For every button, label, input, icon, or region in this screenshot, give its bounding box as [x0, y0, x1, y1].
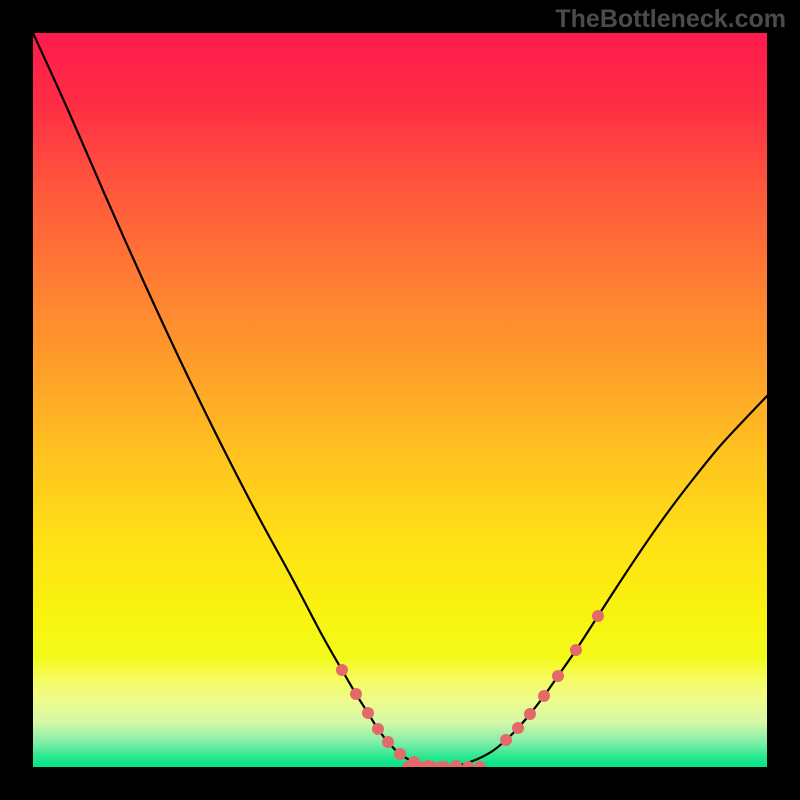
data-marker — [512, 722, 524, 734]
data-marker — [336, 664, 348, 676]
data-marker — [552, 670, 564, 682]
gradient-background — [33, 33, 767, 767]
data-marker — [500, 734, 512, 746]
chart-root: TheBottleneck.com — [0, 0, 800, 800]
data-marker — [592, 610, 604, 622]
data-marker — [524, 708, 536, 720]
data-marker — [570, 644, 582, 656]
data-marker — [372, 723, 384, 735]
data-marker — [362, 707, 374, 719]
chart-svg — [33, 33, 767, 767]
watermark-label: TheBottleneck.com — [555, 5, 786, 34]
data-marker — [382, 736, 394, 748]
plot-area — [33, 33, 767, 767]
data-marker — [538, 690, 550, 702]
data-marker — [350, 688, 362, 700]
data-marker — [394, 748, 406, 760]
